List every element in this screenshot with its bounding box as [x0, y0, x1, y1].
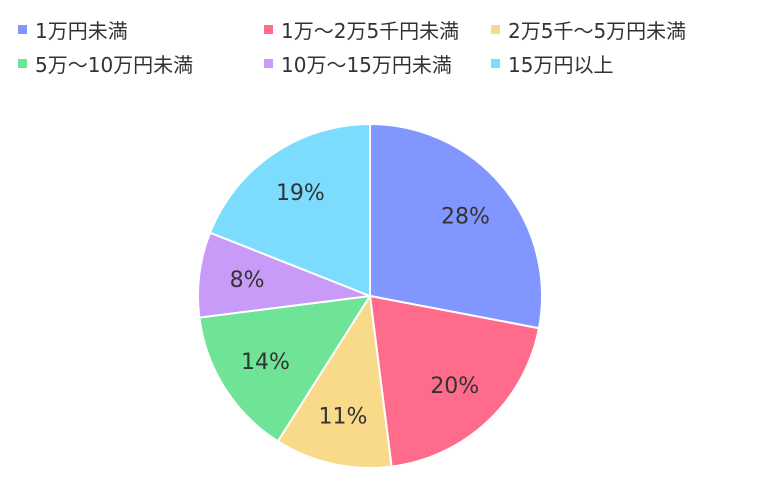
pie-slice-4[interactable]	[198, 294, 372, 443]
legend-swatch-6	[491, 58, 500, 68]
legend-label-1: 1万円未満	[35, 18, 128, 43]
pie-slices	[197, 122, 543, 469]
pie-label-4: 14%	[241, 350, 290, 375]
pie-label-3: 11%	[319, 404, 368, 429]
legend-swatch-1	[18, 24, 27, 34]
legend-item-2[interactable]: 1万～2万5千円未満	[264, 16, 460, 43]
pie-label-6: 19%	[276, 181, 325, 206]
legend-swatch-2	[264, 24, 273, 34]
legend-label-2: 1万～2万5千円未満	[281, 18, 460, 43]
legend-label-6: 15万円以上	[508, 52, 614, 77]
pie-label-1: 28%	[441, 205, 490, 230]
pie-label-2: 20%	[430, 374, 479, 399]
legend-item-4[interactable]: 5万～10万円未満	[18, 50, 194, 77]
pie-slice-6[interactable]	[208, 122, 371, 298]
pie-value-labels: 28% 20% 11% 14% 8% 19%	[230, 181, 490, 429]
legend-item-5[interactable]: 10万～15万円未満	[264, 50, 452, 77]
chart-legend: 1万円未満 1万～2万5千円未満 2万5千～5万円未満 5万～10万円未満 10…	[0, 0, 761, 90]
legend-swatch-3	[491, 24, 500, 34]
pie-slice-2[interactable]	[368, 294, 541, 468]
legend-item-3[interactable]: 2万5千～5万円未満	[491, 16, 687, 43]
pie-label-5: 8%	[230, 268, 265, 293]
pie-slice-3[interactable]	[276, 293, 393, 469]
pie-slice-1[interactable]	[369, 122, 543, 330]
legend-swatch-5	[264, 58, 273, 68]
legend-item-6[interactable]: 15万円以上	[491, 50, 614, 77]
legend-label-5: 10万～15万円未満	[281, 52, 452, 77]
legend-label-3: 2万5千～5万円未満	[508, 18, 687, 43]
legend-item-1[interactable]: 1万円未満	[18, 16, 128, 43]
legend-swatch-4	[18, 58, 27, 68]
legend-label-4: 5万～10万円未満	[35, 52, 194, 77]
